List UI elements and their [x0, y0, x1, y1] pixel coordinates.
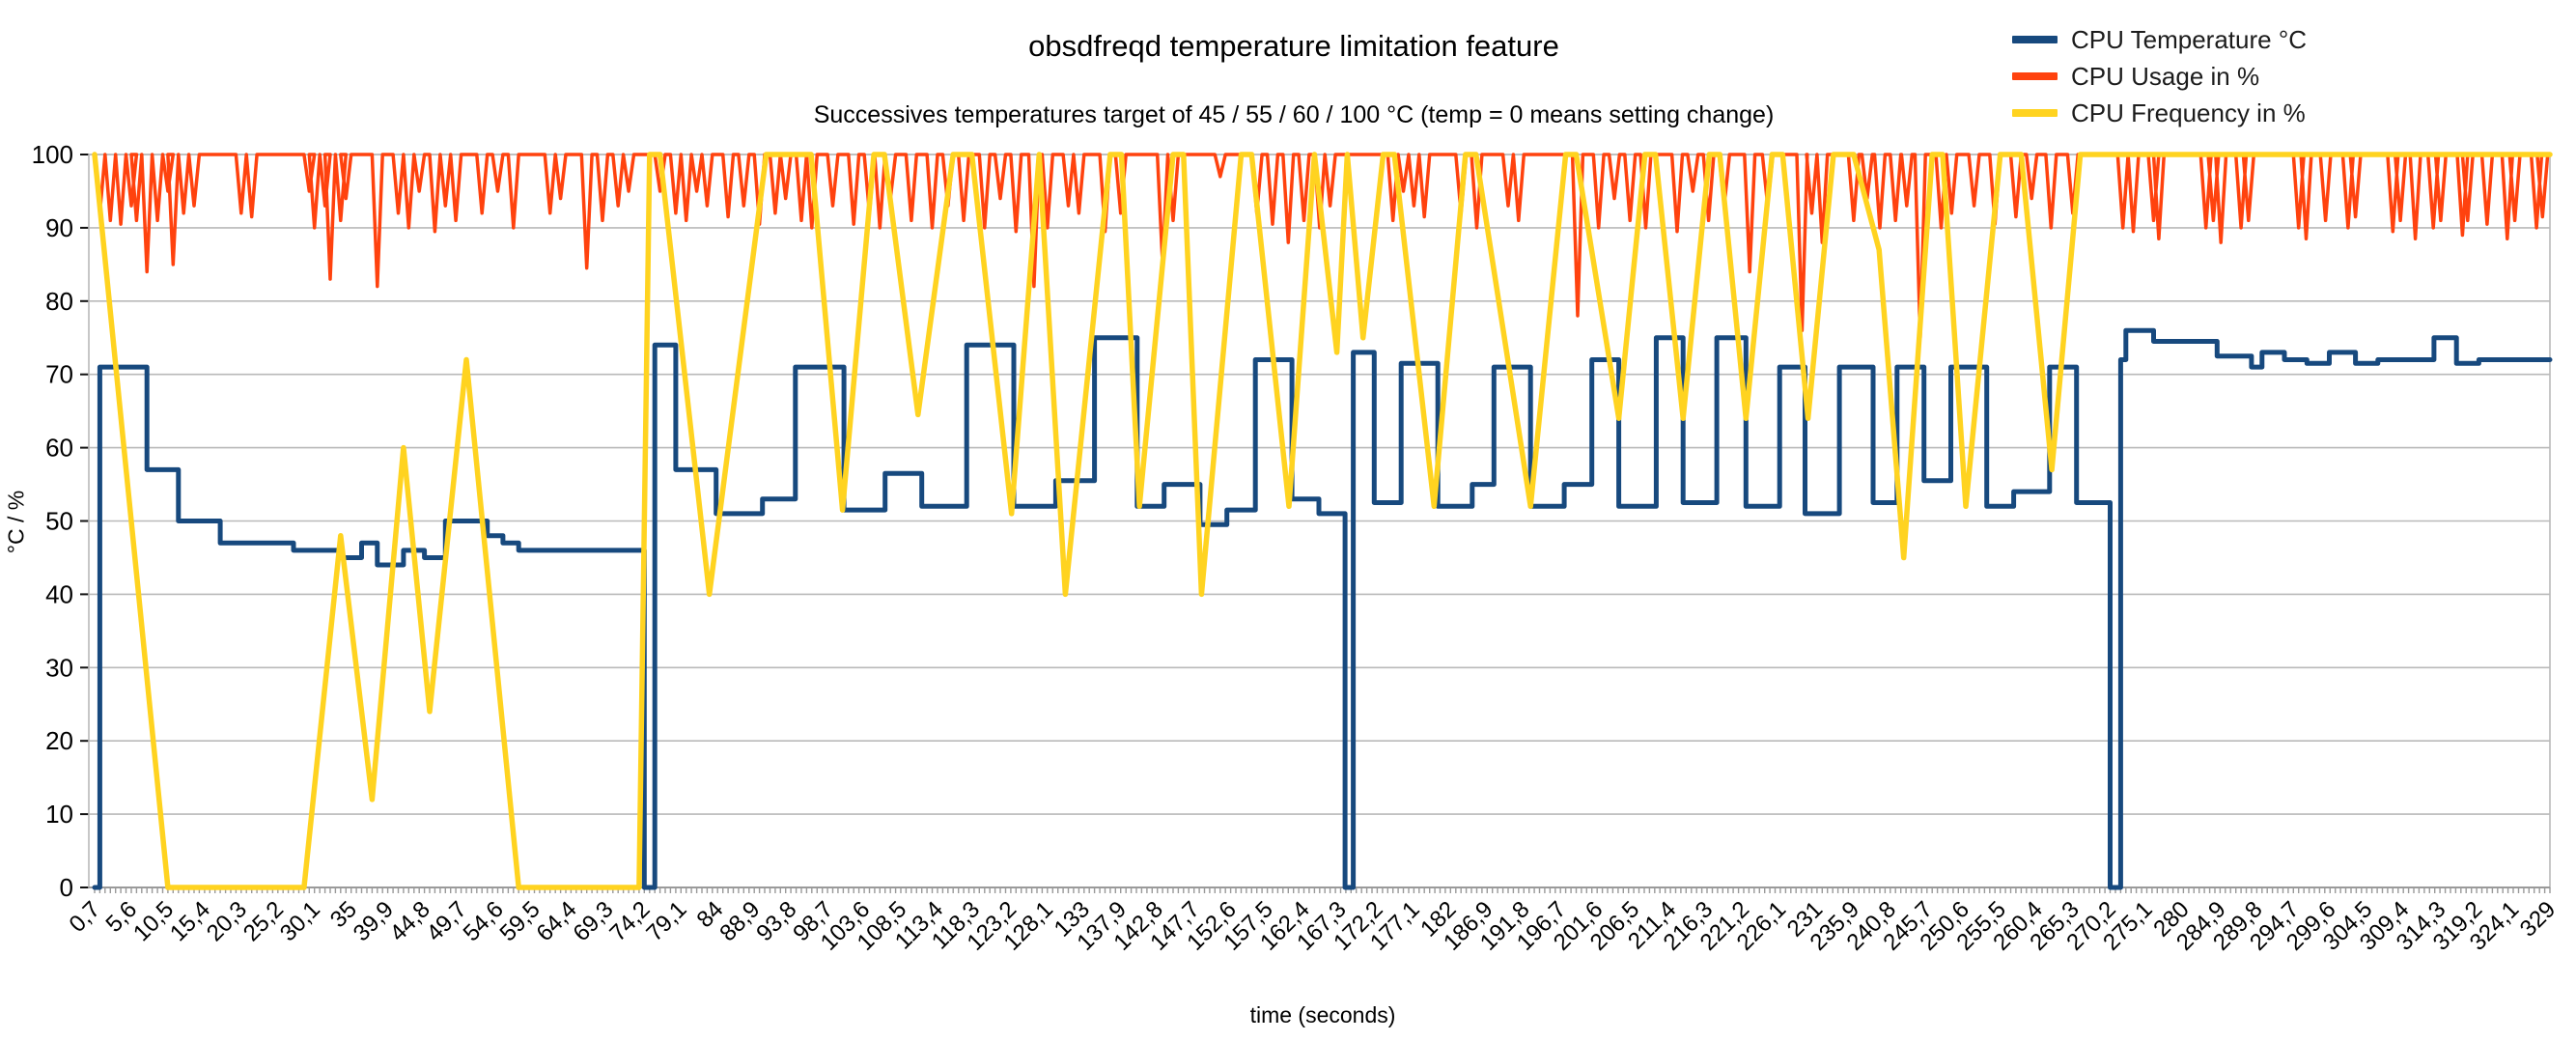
x-tick-label: 30,1	[275, 896, 325, 946]
legend: CPU Temperature °C CPU Usage in % CPU Fr…	[2012, 21, 2553, 131]
legend-label-temperature: CPU Temperature °C	[2071, 24, 2308, 54]
y-tick-label: 50	[45, 507, 73, 536]
legend-label-frequency: CPU Frequency in %	[2071, 98, 2306, 127]
chart-subtitle: Successives temperatures target of 45 / …	[813, 101, 1775, 128]
x-tick-label: 329	[2515, 896, 2561, 942]
x-tick-label: 0,7	[65, 896, 106, 938]
temperature-series-swatch	[2012, 36, 2058, 43]
frequency-line	[92, 152, 2553, 890]
y-tick-label: 10	[45, 800, 73, 829]
x-axis-title: time (seconds)	[1249, 1002, 1396, 1027]
y-tick-label: 0	[60, 873, 73, 902]
y-tick-label: 60	[45, 434, 73, 463]
legend-item-usage: CPU Usage in %	[2012, 58, 2553, 95]
legend-label-usage: CPU Usage in %	[2071, 61, 2260, 91]
temperature-line	[92, 327, 2553, 890]
y-tick-label: 100	[32, 140, 73, 169]
legend-item-frequency: CPU Frequency in %	[2012, 95, 2553, 131]
usage-line	[93, 153, 2552, 340]
y-tick-label: 20	[45, 726, 73, 755]
y-tick-label: 90	[45, 213, 73, 242]
frequency-series-swatch	[2012, 109, 2058, 117]
y-tick-label: 30	[45, 653, 73, 682]
x-axis-minor-ticks	[94, 887, 2551, 893]
y-tick-label: 40	[45, 579, 73, 608]
usage-series-swatch	[2012, 72, 2058, 80]
x-tick-label: 79,1	[641, 896, 691, 946]
chart-title: obsdfreqd temperature limitation feature	[1028, 29, 1559, 63]
legend-item-temperature: CPU Temperature °C	[2012, 21, 2553, 58]
y-tick-label: 70	[45, 360, 73, 389]
y-tick-label: 80	[45, 287, 73, 316]
